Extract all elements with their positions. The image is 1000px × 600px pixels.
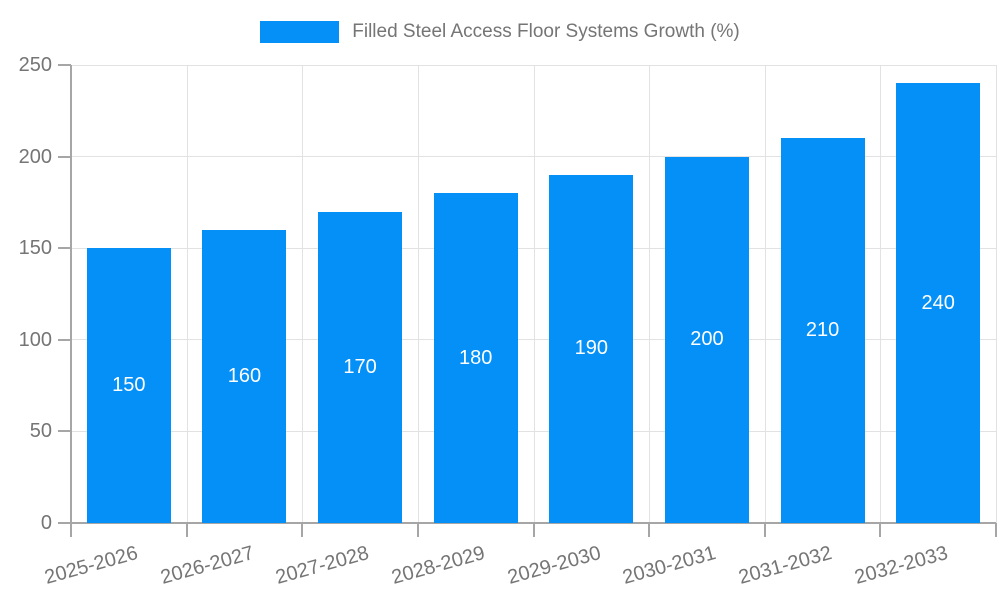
bar-value-label: 200 [690,328,724,351]
bar-value-label: 240 [921,291,955,314]
x-axis-label: 2028-2029 [389,542,488,589]
bar: 200 [664,156,749,523]
bar: 240 [896,83,981,523]
x-axis-tick [763,523,766,537]
legend: Filled Steel Access Floor Systems Growth… [0,21,1000,43]
x-gridline [533,65,535,523]
bar: 180 [433,193,518,523]
y-axis-tick [58,155,71,158]
bar-value-label: 210 [805,319,840,342]
x-axis-label: 2026-2027 [157,542,257,589]
bar-value-label: 180 [459,346,493,369]
y-axis-tick [58,338,71,341]
x-gridline [880,65,882,523]
bar: 170 [318,211,403,523]
bar: 210 [780,138,865,523]
y-axis-label: 200 [18,145,52,168]
x-gridline [186,65,188,523]
y-axis-label: 50 [29,420,52,443]
y-axis-tick [58,522,71,524]
x-axis-tick [70,523,72,537]
x-gridline [764,65,766,523]
x-axis-line [71,522,996,524]
x-axis-label: 2027-2028 [273,542,372,589]
legend-label: Filled Steel Access Floor Systems Growth… [352,21,740,42]
x-axis-label: 2029-2030 [504,542,603,589]
x-axis-tick [879,523,882,537]
x-gridline [996,65,997,523]
x-axis-label: 2032-2033 [851,542,950,589]
x-gridline [417,65,419,523]
x-axis-label: 2031-2032 [736,542,835,589]
x-axis-label: 2030-2031 [620,542,719,589]
bar: 150 [86,248,171,523]
x-axis-tick [532,523,535,537]
bar-value-label: 160 [227,364,262,387]
x-axis-tick [995,523,997,537]
y-axis-label: 0 [40,512,52,534]
y-axis-tick [58,247,71,250]
x-axis-tick [301,523,304,537]
bar-value-label: 150 [112,374,146,397]
x-gridline [649,65,651,523]
x-axis-tick [416,523,419,537]
y-axis-label: 250 [18,54,52,76]
x-axis-tick [185,523,188,537]
bar-value-label: 170 [343,355,377,378]
x-gridline [302,65,304,523]
bar: 190 [549,174,634,523]
bar: 160 [202,229,287,523]
x-axis-label: 2025-2026 [42,542,141,589]
legend-swatch [260,21,340,43]
y-axis-line [70,65,72,523]
bar-value-label: 190 [574,337,608,360]
y-axis-tick [58,64,71,66]
y-axis-label: 100 [18,328,52,351]
y-axis-label: 150 [18,237,52,260]
y-axis-tick [58,430,71,433]
x-axis-tick [648,523,651,537]
